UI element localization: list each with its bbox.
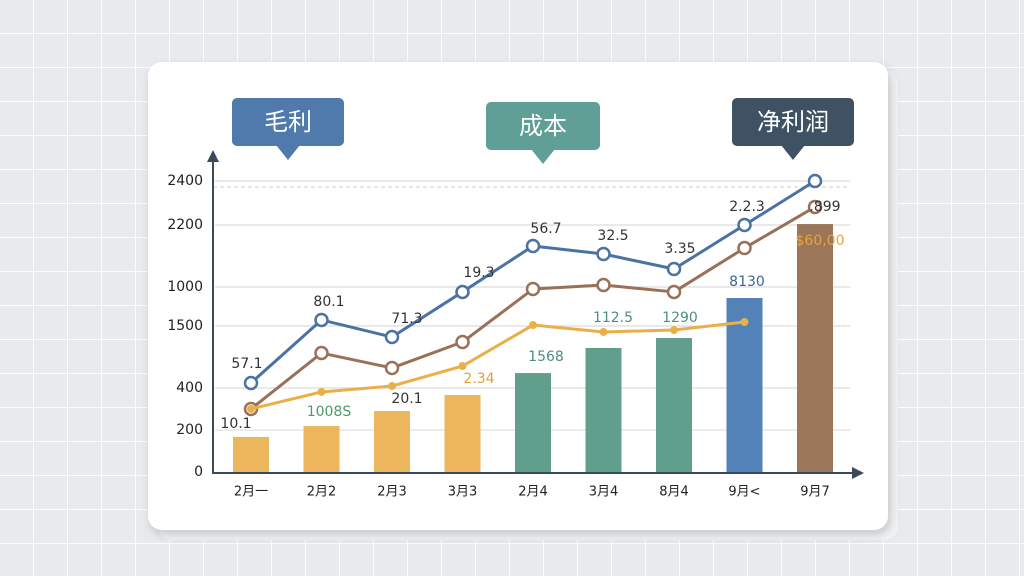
y-tick-label: 1500 [167,318,203,334]
legend-label: 成本 [519,112,567,140]
x-tick-label: 9月< [728,485,760,500]
bar [726,298,763,472]
point [807,199,823,215]
point [458,362,467,371]
bar [444,395,481,472]
y-tick-label: 2200 [167,217,203,233]
point [243,375,259,391]
point [596,277,611,293]
bar [303,426,340,472]
point [737,240,752,256]
legend-box [486,102,600,150]
point [384,329,400,345]
bar [233,436,269,472]
point [670,326,678,335]
point [599,327,608,336]
point [455,284,470,300]
point [455,334,470,350]
y-tick-label: 400 [176,380,203,396]
legend-pointer [531,149,555,164]
point [317,387,326,396]
legend-label: 净利润 [757,108,829,136]
data-label: 1290 [662,310,698,326]
point [388,382,396,391]
point [525,281,541,297]
point [529,321,537,330]
data-label: 10.1 [220,416,251,432]
x-tick-label: 2月2 [307,485,337,500]
data-label: 2.2.3 [729,199,765,215]
legend-pointer [781,145,805,160]
point [314,312,329,328]
data-label: 2.34 [463,371,494,387]
data-label: 32.5 [597,228,628,244]
card [148,62,888,530]
point [740,318,749,327]
x-arrow [852,467,864,479]
y-tick-label: 2400 [167,173,203,189]
point [737,217,752,233]
data-label: 80.1 [313,294,344,310]
data-label: 8130 [729,274,765,290]
data-label: 1568 [528,349,564,365]
data-label: 57.1 [231,356,262,372]
line [250,320,745,411]
data-label: 20.1 [391,391,422,407]
x-tick-label: 9月7 [800,485,830,500]
bar [374,411,410,472]
data-label: $60,00 [796,233,845,249]
data-label: 19.3 [463,265,494,281]
data-label: .899 [809,199,840,215]
legend-label: 毛利 [264,108,312,136]
point [525,238,541,254]
point [314,345,329,361]
data-label: 71.3 [391,311,422,327]
x-tick-label: 2月4 [518,485,548,500]
legend-box [232,98,344,146]
bar [585,347,622,472]
legend-pointer [276,145,300,160]
point [596,246,611,262]
y-tick-label: 200 [176,422,203,438]
x-tick-label: 3月4 [589,485,619,500]
point [247,404,255,413]
data-label: 1008S [307,404,352,420]
data-label: 3.35 [664,241,695,257]
legend-box [732,98,854,146]
y-tick-label: 1000 [167,279,203,295]
data-label: 56.7 [530,221,561,237]
bar [515,373,551,472]
point [384,360,400,376]
point [807,173,823,189]
x-tick-label: 8月4 [659,485,689,500]
point [666,284,682,300]
bar [797,224,833,472]
point [666,261,682,277]
y-arrow [207,150,219,162]
x-tick-label: 3月3 [448,485,478,500]
bar [656,338,692,472]
y-tick-label: 0 [194,464,203,480]
x-tick-label: 2月一 [234,485,268,500]
x-tick-label: 2月3 [377,485,407,500]
data-label: 112.5 [593,310,633,326]
